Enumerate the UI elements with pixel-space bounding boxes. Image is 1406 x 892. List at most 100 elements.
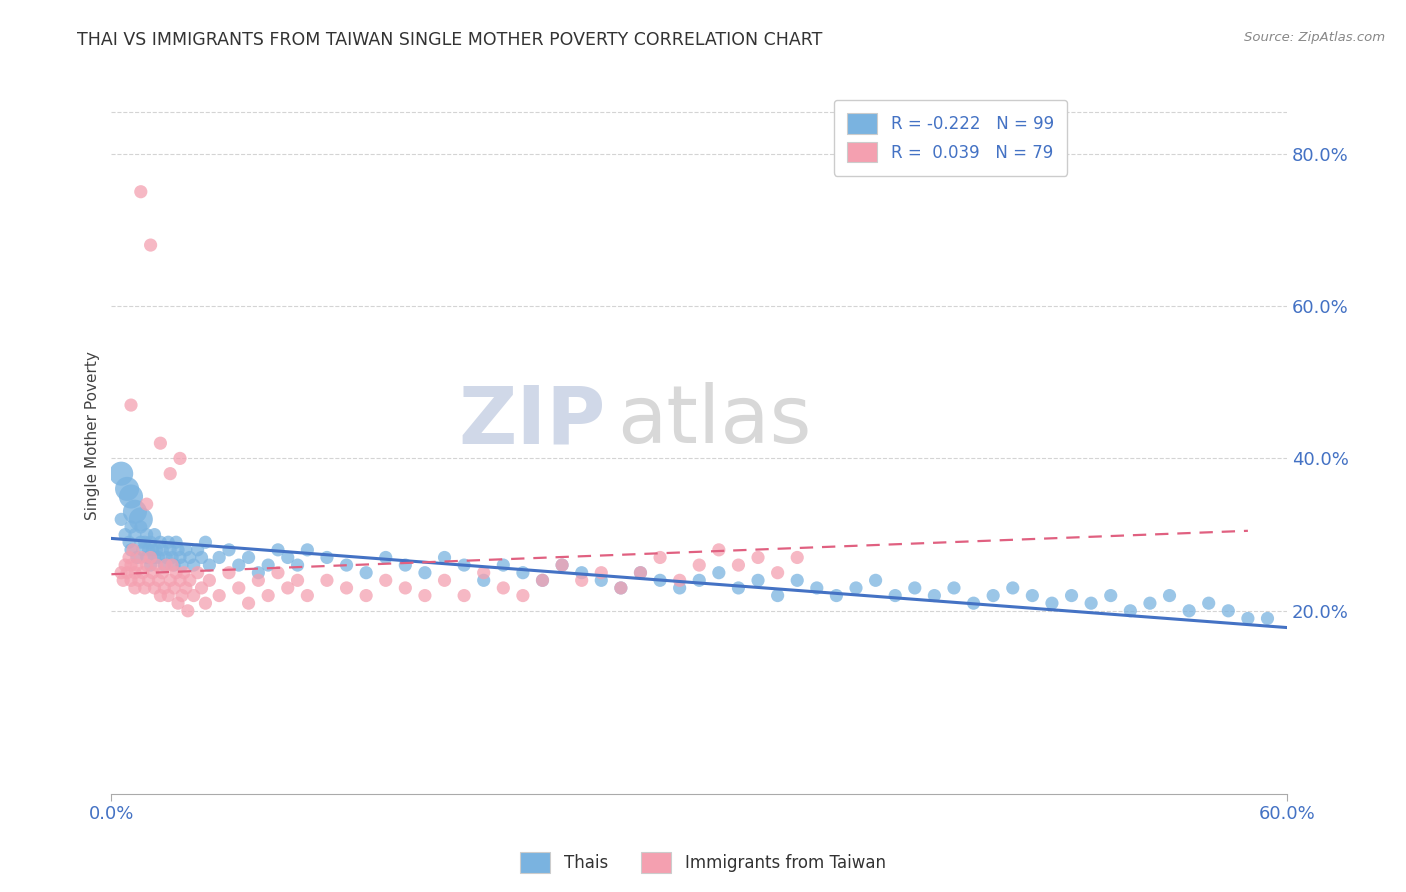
Point	[630, 566, 652, 580]
Point	[149, 589, 172, 603]
Point	[160, 550, 183, 565]
Point	[153, 581, 176, 595]
Point	[630, 566, 652, 580]
Point	[707, 566, 730, 580]
Point	[267, 566, 290, 580]
Point	[118, 535, 141, 549]
Point	[159, 542, 181, 557]
Point	[194, 596, 217, 610]
Point	[129, 512, 152, 526]
Point	[747, 574, 769, 588]
Point	[165, 566, 187, 580]
Point	[394, 581, 416, 595]
Point	[786, 574, 808, 588]
Point	[707, 542, 730, 557]
Point	[149, 436, 172, 450]
Point	[747, 550, 769, 565]
Point	[174, 581, 197, 595]
Point	[110, 566, 132, 580]
Point	[354, 589, 377, 603]
Point	[198, 574, 221, 588]
Point	[228, 558, 250, 573]
Point	[118, 550, 141, 565]
Point	[174, 542, 197, 557]
Point	[120, 542, 142, 557]
Point	[114, 527, 136, 541]
Point	[120, 520, 142, 534]
Point	[170, 589, 193, 603]
Point	[1119, 604, 1142, 618]
Point	[135, 558, 157, 573]
Point	[179, 574, 201, 588]
Point	[110, 512, 132, 526]
Point	[668, 574, 690, 588]
Point	[138, 574, 160, 588]
Point	[297, 589, 319, 603]
Point	[155, 550, 177, 565]
Point	[218, 566, 240, 580]
Point	[163, 581, 186, 595]
Point	[904, 581, 927, 595]
Point	[124, 566, 146, 580]
Point	[169, 550, 191, 565]
Point	[1021, 589, 1043, 603]
Point	[287, 574, 309, 588]
Point	[374, 574, 396, 588]
Point	[120, 558, 142, 573]
Point	[135, 497, 157, 511]
Point	[142, 542, 165, 557]
Point	[571, 574, 593, 588]
Point	[433, 574, 456, 588]
Point	[157, 535, 180, 549]
Point	[187, 542, 209, 557]
Point	[354, 566, 377, 580]
Point	[129, 520, 152, 534]
Point	[122, 542, 145, 557]
Point	[492, 581, 515, 595]
Point	[145, 558, 167, 573]
Point	[806, 581, 828, 595]
Point	[453, 589, 475, 603]
Point	[143, 581, 166, 595]
Point	[688, 558, 710, 573]
Point	[198, 558, 221, 573]
Point	[433, 550, 456, 565]
Point	[335, 558, 357, 573]
Point	[766, 589, 789, 603]
Point	[142, 566, 165, 580]
Point	[124, 505, 146, 519]
Point	[287, 558, 309, 573]
Point	[125, 550, 148, 565]
Point	[163, 558, 186, 573]
Point	[571, 566, 593, 580]
Point	[129, 550, 152, 565]
Point	[962, 596, 984, 610]
Point	[648, 574, 671, 588]
Point	[1139, 596, 1161, 610]
Point	[924, 589, 946, 603]
Point	[143, 550, 166, 565]
Point	[120, 490, 142, 504]
Point	[132, 566, 155, 580]
Point	[531, 574, 554, 588]
Point	[159, 467, 181, 481]
Point	[1218, 604, 1240, 618]
Point	[132, 542, 155, 557]
Point	[183, 558, 205, 573]
Point	[148, 574, 170, 588]
Point	[238, 596, 260, 610]
Point	[160, 558, 183, 573]
Point	[472, 574, 495, 588]
Point	[159, 574, 181, 588]
Point	[125, 558, 148, 573]
Point	[149, 535, 172, 549]
Point	[316, 550, 339, 565]
Point	[591, 574, 613, 588]
Legend: R = -0.222   N = 99, R =  0.039   N = 79: R = -0.222 N = 99, R = 0.039 N = 79	[834, 100, 1067, 176]
Point	[177, 604, 200, 618]
Text: ZIP: ZIP	[458, 383, 605, 460]
Text: atlas: atlas	[617, 383, 811, 460]
Point	[120, 398, 142, 412]
Point	[335, 581, 357, 595]
Point	[157, 589, 180, 603]
